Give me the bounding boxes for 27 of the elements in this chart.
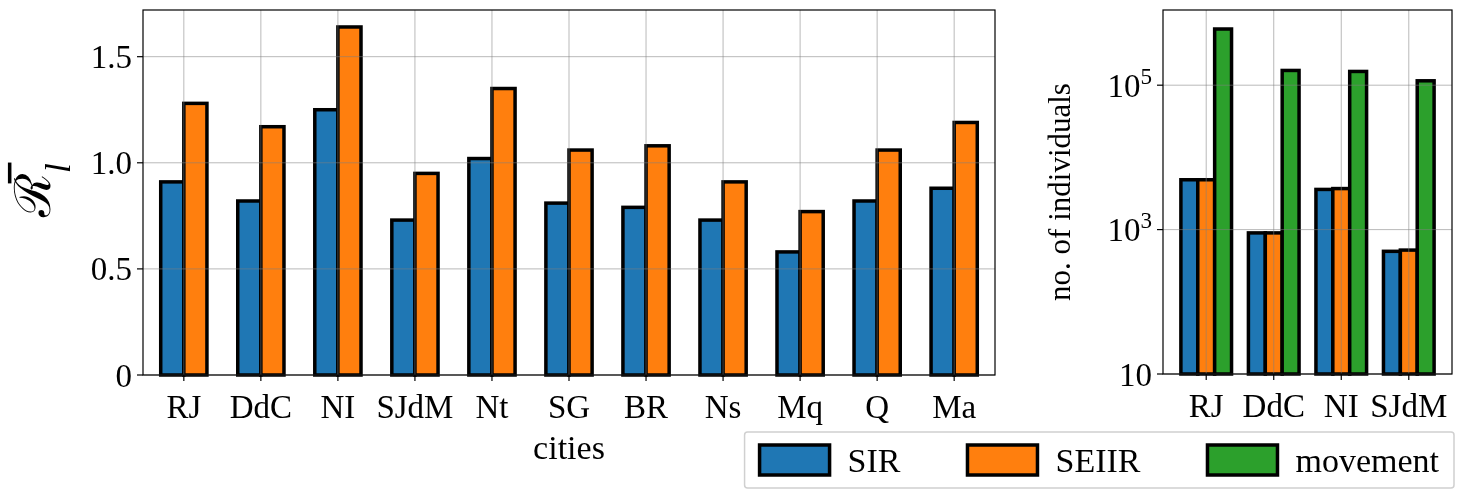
x-tick-label: NI — [320, 389, 356, 425]
y-tick-label: 0 — [115, 357, 132, 394]
x-tick-label: RJ — [166, 389, 202, 425]
y-tick-label: 10$^{5}$ — [1107, 62, 1152, 104]
legend-label: movement — [1295, 441, 1440, 479]
y-axis-title: no. of individuals — [1042, 83, 1077, 301]
x-tick-label: Q — [865, 389, 890, 425]
x-tick-label: Ns — [704, 389, 742, 425]
y-tick-label: 1.0 — [90, 145, 132, 182]
y-tick-label: 10$^{3}$ — [1107, 207, 1152, 249]
x-tick-label: DdC — [229, 389, 293, 425]
x-tick-label: SJdM — [1370, 388, 1448, 424]
legend-label: SIR — [847, 441, 901, 479]
x-tick-label: RJ — [1188, 388, 1224, 424]
y-tick-label: 10 — [1119, 356, 1152, 393]
x-tick-label: NI — [1323, 388, 1359, 424]
legend-label: SEIIR — [1055, 441, 1141, 479]
y-tick-label: 0.5 — [90, 251, 132, 288]
x-tick-label: Ma — [932, 389, 977, 425]
x-tick-label: BR — [624, 389, 669, 425]
x-tick-label: DdC — [1242, 388, 1305, 424]
x-axis-title: cities — [533, 429, 605, 466]
y-tick-label: 1.5 — [90, 39, 132, 76]
x-tick-label: SG — [547, 389, 591, 425]
x-tick-label: Mq — [777, 389, 824, 425]
x-tick-label: SJdM — [376, 389, 454, 425]
x-tick-label: Nt — [475, 389, 509, 425]
